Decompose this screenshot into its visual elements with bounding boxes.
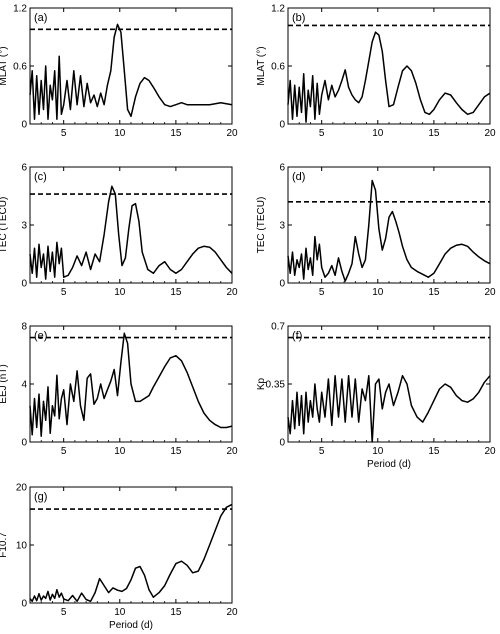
y-tick-label: 0.7 [271,322,285,333]
x-tick-label: 10 [114,446,126,457]
y-tick-label: 0 [279,279,285,290]
y-tick-label: 1.2 [13,4,27,15]
panel-letter: (e) [34,330,47,342]
panel-d: 5 10 15 20 0 3 6 (d) TEC (TECU) [256,163,496,299]
y-tick-label: 0 [21,599,27,610]
panel-g: 5 10 15 20 0 10 20 (g) F10.7 Period (d) [0,483,238,632]
x-tick-label: 20 [484,128,496,139]
x-tick-label: 10 [372,446,384,457]
y-tick-label: 0.6 [13,62,27,73]
y-tick-label: 20 [16,483,28,494]
x-axis-label: Period (d) [367,459,411,470]
series-line [29,503,233,603]
y-tick-label: 8 [21,322,27,333]
y-axis-label: Kp [256,377,267,390]
y-tick-label: 0 [21,120,27,131]
x-tick-label: 10 [114,287,126,298]
y-tick-label: 0 [21,438,27,449]
x-tick-label: 20 [226,287,238,298]
x-tick-label: 15 [170,287,182,298]
panel-a: 5 10 15 20 0 0.6 1.2 (a) MLAT (°) [0,4,238,140]
panel-letter: (b) [292,12,305,24]
y-axis-label: MLAT (°) [256,46,267,85]
panel-c: 5 10 15 20 0 3 6 (c) TEC (TECU) [0,163,238,299]
y-axis-label: MLAT (°) [0,46,9,85]
x-tick-label: 15 [428,287,440,298]
x-tick-label: 15 [428,446,440,457]
y-tick-label: 6 [279,163,285,174]
series-line [29,185,233,280]
y-tick-label: 3 [279,221,285,232]
series-line [287,374,491,443]
x-tick-label: 15 [428,128,440,139]
plot-frame [287,166,491,284]
series-line [29,332,233,437]
y-axis-label: EEJ (nT) [0,364,9,403]
series-line [287,31,491,123]
x-tick-label: 5 [61,446,67,457]
x-tick-label: 10 [114,128,126,139]
x-tick-label: 10 [372,128,384,139]
plot-frame [29,486,233,604]
y-axis-label: F10.7 [0,532,9,558]
panel-f: 5 10 15 20 0 0.35 0.7 (f) Kp Period (d) [256,322,496,471]
plot-frame [29,166,233,284]
y-axis-label: TEC (TECU) [0,197,9,254]
x-tick-label: 20 [226,128,238,139]
x-tick-label: 5 [319,446,325,457]
panel-b: 5 10 15 20 0 0.6 1.2 (b) MLAT (°) [256,4,496,140]
panel-letter: (g) [34,491,47,503]
y-tick-label: 0.35 [266,380,286,391]
series-line [287,179,491,282]
y-tick-label: 0 [279,120,285,131]
y-tick-label: 0 [21,279,27,290]
x-tick-label: 5 [319,287,325,298]
y-tick-label: 4 [21,380,27,391]
panel-e: 5 10 15 20 0 4 8 (e) EEJ (nT) [0,322,238,458]
x-tick-label: 5 [319,128,325,139]
x-tick-label: 10 [114,607,126,618]
y-tick-label: 3 [21,221,27,232]
y-tick-label: 0 [279,438,285,449]
y-tick-label: 6 [21,163,27,174]
y-tick-label: 10 [16,541,28,552]
x-axis-label: Period (d) [109,620,153,631]
x-tick-label: 15 [170,607,182,618]
panel-letter: (f) [292,330,302,342]
x-tick-label: 20 [226,607,238,618]
x-tick-label: 5 [61,607,67,618]
panel-letter: (a) [34,12,47,24]
y-tick-label: 1.2 [271,4,285,15]
x-tick-label: 15 [170,128,182,139]
series-line [29,23,233,120]
x-tick-label: 10 [372,287,384,298]
y-tick-label: 0.6 [271,62,285,73]
x-tick-label: 20 [226,446,238,457]
x-tick-label: 15 [170,446,182,457]
panel-letter: (d) [292,171,305,183]
x-tick-label: 20 [484,446,496,457]
y-axis-label: TEC (TECU) [256,197,267,254]
x-tick-label: 5 [61,287,67,298]
x-tick-label: 5 [61,128,67,139]
panel-letter: (c) [34,171,47,183]
x-tick-label: 20 [484,287,496,298]
